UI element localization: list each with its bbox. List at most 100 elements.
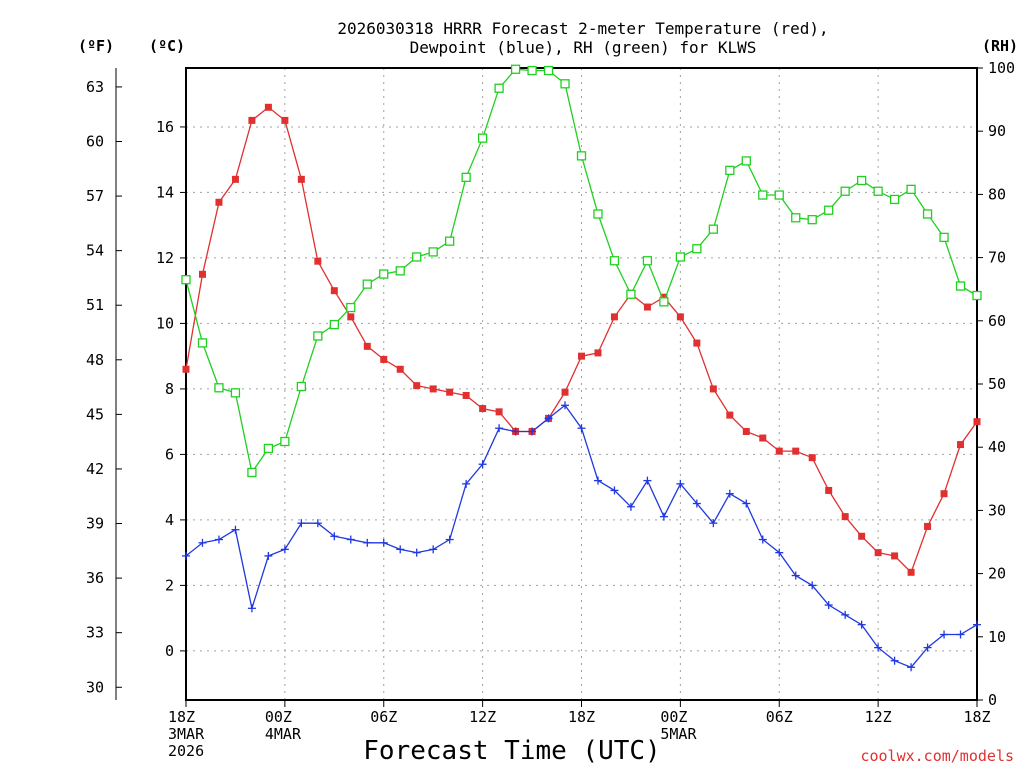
rh-point	[263, 443, 274, 454]
temperature-point	[973, 418, 981, 426]
temperature-point	[874, 549, 882, 557]
rh-point	[873, 186, 883, 196]
rh-point	[477, 133, 488, 143]
x-tick-label: 2026	[168, 742, 204, 760]
temperature-point	[924, 522, 932, 530]
dewpoint-point	[182, 551, 190, 560]
celsius-tick-label: 16	[156, 118, 174, 136]
dewpoint-point	[544, 414, 553, 423]
rh-point	[395, 266, 405, 276]
dewpoint-point	[577, 424, 586, 433]
x-tick-label: 00Z	[660, 708, 687, 726]
dewpoint-point	[396, 545, 405, 554]
fahrenheit-tick-label: 36	[86, 569, 104, 587]
temperature-point	[726, 411, 734, 419]
dewpoint-point	[264, 551, 273, 560]
rh-point	[313, 331, 323, 341]
rh-point	[527, 65, 537, 76]
rh-point	[642, 256, 653, 266]
rh-point	[379, 269, 389, 279]
dewpoint-point	[659, 512, 668, 521]
rh-point	[494, 83, 504, 93]
rh-point	[280, 436, 290, 447]
rh-point	[362, 279, 372, 289]
rh-point	[939, 232, 949, 243]
rh-tick-label: 50	[988, 375, 1006, 393]
rh-point	[181, 275, 191, 285]
rh-point	[609, 256, 620, 266]
series-rh	[181, 64, 982, 478]
dewpoint-point	[973, 620, 981, 629]
dewpoint-point	[874, 643, 883, 652]
dewpoint-point	[775, 548, 784, 557]
temperature-point	[759, 434, 767, 442]
rh-point	[346, 302, 356, 313]
rh-tick-label: 10	[988, 628, 1006, 646]
dewpoint-point	[791, 571, 800, 580]
dewpoint-point	[593, 476, 602, 485]
rh-point	[626, 289, 636, 299]
temperature-point	[462, 391, 470, 399]
dewpoint-point	[280, 545, 289, 554]
fahrenheit-tick-label: 51	[86, 296, 104, 314]
x-tick-label: 18Z	[168, 708, 195, 726]
rh-point	[692, 244, 702, 254]
rh-point	[922, 209, 933, 219]
x-tick-label: 12Z	[865, 708, 892, 726]
temperature-point	[907, 568, 915, 576]
series-dewpoint	[182, 401, 981, 672]
temperature-point	[363, 342, 371, 350]
fahrenheit-tick-label: 42	[86, 460, 104, 478]
rh-point	[659, 297, 669, 307]
temperature-point	[264, 103, 272, 111]
temperature-point	[396, 365, 404, 373]
temperature-point	[330, 287, 338, 295]
temperature-point	[693, 339, 701, 347]
temperature-point	[891, 552, 899, 560]
rh-point	[214, 383, 224, 393]
x-tick-label: 5MAR	[660, 725, 697, 743]
celsius-tick-label: 14	[156, 183, 174, 201]
x-tick-label: 4MAR	[265, 725, 302, 743]
rh-tick-label: 100	[988, 59, 1015, 77]
rh-point	[560, 79, 570, 89]
rh-point	[593, 209, 603, 219]
temperature-point	[594, 349, 602, 357]
dewpoint-point	[478, 460, 487, 469]
dewpoint-point	[511, 427, 520, 436]
rh-point	[906, 184, 916, 194]
dewpoint-point	[841, 610, 850, 619]
rh-tick-label: 90	[988, 122, 1006, 140]
rh-point	[807, 215, 817, 225]
chart-title-line1: 2026030318 HRRR Forecast 2-meter Tempera…	[337, 19, 828, 38]
dewpoint-point	[313, 519, 322, 528]
rh-point	[889, 194, 900, 205]
dewpoint-point	[379, 538, 388, 547]
rh-point	[824, 205, 834, 215]
temperature-point	[314, 257, 322, 265]
x-tick-label: 18Z	[568, 708, 595, 726]
rh-point	[445, 236, 455, 246]
celsius-tick-label: 8	[165, 380, 174, 398]
dewpoint-point	[462, 479, 471, 488]
celsius-tick-label: 6	[165, 445, 174, 463]
temperature-point	[792, 447, 800, 455]
temperature-point	[709, 385, 717, 393]
dewpoint-point	[330, 532, 339, 541]
x-tick-label: 00Z	[265, 708, 292, 726]
temperature-point	[495, 408, 503, 416]
rh-tick-label: 40	[988, 438, 1006, 456]
temperature-point	[742, 427, 750, 435]
x-tick-label: 3MAR	[168, 725, 205, 743]
rh-point	[840, 186, 850, 196]
temperature-point	[198, 270, 206, 278]
dewpoint-point	[907, 663, 916, 672]
temperature-point	[858, 532, 866, 540]
series	[181, 64, 982, 672]
fahrenheit-tick-label: 54	[86, 242, 104, 260]
rh-axis-unit: (RH)	[982, 37, 1018, 55]
dewpoint-point	[297, 519, 306, 528]
rh-point	[247, 467, 257, 478]
